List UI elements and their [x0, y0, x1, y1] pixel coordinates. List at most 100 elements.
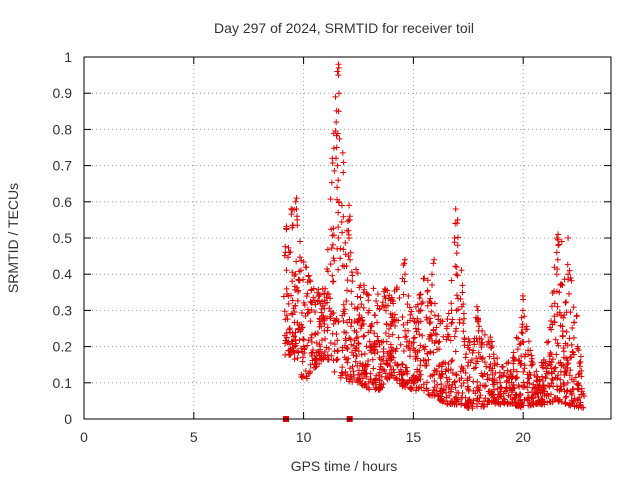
data-point [355, 348, 362, 355]
data-point [406, 353, 413, 360]
data-point [427, 349, 434, 356]
data-point [567, 388, 574, 395]
data-point [555, 241, 562, 248]
data-point [425, 387, 432, 394]
data-point [473, 355, 480, 362]
data-point [343, 329, 350, 336]
data-point [359, 361, 366, 368]
data-point [283, 226, 290, 233]
data-point [529, 355, 536, 362]
data-point [366, 307, 373, 314]
data-point [506, 384, 513, 391]
data-point [296, 321, 303, 328]
data-point [298, 257, 305, 264]
data-point [382, 370, 389, 377]
data-point [385, 325, 392, 332]
data-point [486, 353, 493, 360]
data-point [397, 366, 404, 373]
data-point [334, 337, 341, 344]
data-point [509, 374, 516, 381]
data-point [518, 314, 525, 321]
data-point [494, 361, 501, 368]
data-point [311, 361, 318, 368]
data-point [489, 394, 496, 401]
data-point [565, 359, 572, 366]
data-point [566, 372, 573, 379]
data-point [525, 338, 532, 345]
data-point [417, 342, 424, 349]
data-point [513, 402, 520, 409]
data-point [348, 288, 355, 295]
data-point [349, 278, 356, 285]
data-point [335, 108, 342, 115]
data-point [315, 286, 322, 293]
y-axis-title: SRMTID / TECUs [5, 183, 21, 293]
data-point [454, 234, 461, 241]
data-point [301, 301, 308, 308]
data-point [411, 334, 418, 341]
data-point [333, 331, 340, 338]
data-point [321, 305, 328, 312]
data-point [371, 339, 378, 346]
data-point [474, 378, 481, 385]
data-point [402, 271, 409, 278]
data-point [367, 322, 374, 329]
data-point [313, 339, 320, 346]
data-point [438, 393, 445, 400]
data-point [287, 248, 294, 255]
data-point [546, 324, 553, 331]
data-point [548, 369, 555, 376]
data-point [577, 358, 584, 365]
data-point [553, 351, 560, 358]
data-point [413, 368, 420, 375]
data-point [399, 382, 406, 389]
data-point [564, 261, 571, 268]
data-point [422, 357, 429, 364]
data-point [558, 312, 565, 319]
data-point [281, 308, 288, 315]
data-point [558, 398, 565, 405]
data-point [553, 271, 560, 278]
data-point [324, 299, 331, 306]
data-point [520, 379, 527, 386]
data-point [423, 379, 430, 386]
data-point [331, 368, 338, 375]
data-point [336, 90, 343, 97]
data-point [423, 360, 430, 367]
data-point [344, 277, 351, 284]
data-point [405, 327, 412, 334]
data-point [427, 315, 434, 322]
data-point [490, 381, 497, 388]
data-point [354, 371, 361, 378]
chart-title: Day 297 of 2024, SRMTID for receiver toi… [214, 20, 474, 36]
data-point [449, 369, 456, 376]
data-point [347, 256, 354, 263]
data-point [414, 376, 421, 383]
data-point [390, 366, 397, 373]
data-point [319, 285, 326, 292]
data-point [298, 309, 305, 316]
data-point [456, 316, 463, 323]
data-point [458, 267, 465, 274]
x-tick-label: 5 [190, 429, 198, 445]
data-point [559, 333, 566, 340]
data-point [292, 329, 299, 336]
data-point [385, 355, 392, 362]
data-point [290, 347, 297, 354]
data-point [482, 395, 489, 402]
data-point [397, 341, 404, 348]
data-point [516, 357, 523, 364]
data-point [452, 206, 459, 213]
data-point [520, 339, 527, 346]
data-point [313, 289, 320, 296]
data-point [283, 285, 290, 292]
data-point [337, 372, 344, 379]
data-point [459, 289, 466, 296]
data-point [451, 378, 458, 385]
data-point [339, 364, 346, 371]
data-point [472, 364, 479, 371]
data-point [351, 374, 358, 381]
data-point [417, 362, 424, 369]
data-point [453, 292, 460, 299]
data-point [329, 241, 336, 248]
